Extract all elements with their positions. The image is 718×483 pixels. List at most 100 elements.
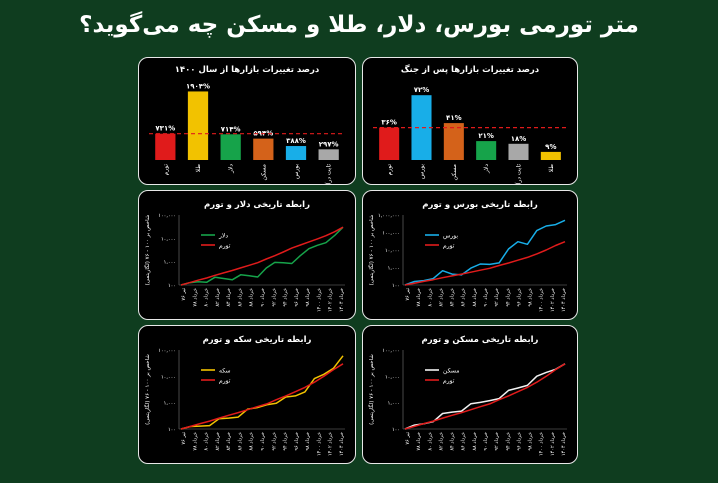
x-tick-label: خرداد ۱۴۰۲ [328, 288, 334, 312]
chart-panel-bars-after-war: درصد تغییرات بازارها پس از جنگ ۳۶% تورم ۷۲%… [362, 57, 578, 185]
category-tick-label: بورس [419, 164, 426, 179]
x-tick-label: خرداد ۸۴ [450, 288, 456, 307]
series-line [180, 355, 344, 430]
legend-label: دلار [218, 233, 228, 240]
bar-value-label: ۷۱۴% [221, 125, 241, 133]
legend-label: تورم [443, 243, 455, 250]
category-tick-label: مسکن [451, 164, 458, 180]
x-tick-label: خرداد ۹۶ [516, 288, 522, 307]
bar-chart-svg: درصد تغییرات بازارها پس از جنگ ۳۶% تورم ۷۲%… [373, 64, 567, 184]
bar-value-label: ۱۹۰۴% [186, 82, 210, 90]
bar [253, 138, 274, 160]
category-tick-label: تورم [386, 164, 393, 176]
y-axis-label: شاخص بر ۱۰۰ - ۷۶ (لگاریتمی) [368, 214, 375, 285]
series-line [180, 226, 344, 286]
x-tick-label: خرداد ۹۰ [483, 432, 489, 451]
legend-label: تورم [219, 378, 231, 385]
bar [155, 133, 176, 160]
legend-label: تورم [219, 243, 231, 250]
x-tick-label: خرداد ۱۴۰۴ [339, 288, 345, 312]
x-tick-label: تیر ۷۶ [181, 431, 187, 444]
series-line [404, 363, 566, 430]
x-tick-label: خرداد ۹۸ [305, 432, 311, 451]
y-tick-label: ۱۰۰ [392, 283, 400, 289]
x-tick-label: خرداد ۹۰ [260, 288, 266, 307]
x-tick-label: خرداد ۹۴ [505, 432, 511, 451]
y-tick-label: ۱۰۰,۰۰۰ [158, 348, 176, 354]
x-tick-label: خرداد ۱۴۰۰ [539, 288, 545, 312]
x-tick-label: خرداد ۸۲ [438, 432, 444, 451]
legend-label: سکه [219, 368, 231, 375]
x-tick-label: خرداد ۸۲ [438, 288, 444, 307]
category-tick-label: دلار [228, 164, 235, 174]
y-tick-label: ۱۰,۰۰۰ [161, 236, 176, 242]
x-tick-label: خرداد ۸۶ [461, 432, 467, 451]
x-tick-label: خرداد ۹۶ [516, 432, 522, 451]
page-title: متر تورمی بورس، دلار، طلا و مسکن چه می‌گ… [79, 12, 639, 38]
x-tick-label: خرداد ۹۰ [483, 288, 489, 307]
category-tick-label: ثابت درآمد [324, 164, 333, 184]
y-tick-label: ۱,۰۰۰,۰۰۰ [378, 213, 400, 219]
y-axis-label: شاخص بر ۱۰۰ - ۷۶ (لگاریتمی) [144, 214, 151, 285]
x-tick-label: تیر ۷۶ [405, 287, 411, 300]
y-tick-label: ۱۰۰,۰۰۰ [158, 213, 176, 219]
category-tick-label: دلار [483, 164, 490, 174]
x-tick-label: خرداد ۸۰ [204, 288, 210, 307]
x-tick-label: خرداد ۹۸ [528, 432, 534, 451]
x-tick-label: خرداد ۸۰ [427, 432, 433, 451]
series-line [404, 363, 566, 430]
x-tick-label: تیر ۷۶ [181, 287, 187, 300]
y-tick-label: ۱۰۰,۰۰۰ [382, 348, 400, 354]
chart-title: درصد تغییرات بازارها پس از جنگ [401, 64, 540, 75]
x-tick-label: خرداد ۹۴ [505, 288, 511, 307]
bar [220, 134, 241, 160]
category-tick-label: تورم [162, 164, 169, 176]
y-tick-label: ۱,۰۰۰ [164, 260, 176, 266]
chart-title: درصد تغییرات بازارها از سال ۱۴۰۰ [175, 65, 320, 75]
x-tick-label: خرداد ۹۸ [528, 288, 534, 307]
line-chart-svg: رابطه تاریخی مسکن و تورم شاخص بر ۱۰۰ - ۷۶… [368, 335, 567, 456]
y-tick-label: ۱۰,۰۰۰ [385, 248, 400, 254]
chart-panel-dollar-inflation: رابطه تاریخی دلار و تورم شاخص بر ۱۰۰ - ۷۶… [138, 190, 356, 320]
chart-panel-bars-since-1400: درصد تغییرات بازارها از سال ۱۴۰۰ ۷۳۱% تورم… [138, 57, 356, 185]
bar [476, 141, 497, 160]
x-tick-label: خرداد ۸۲ [215, 432, 221, 451]
x-tick-label: خرداد ۸۴ [450, 432, 456, 451]
bar-value-label: ۳۶% [381, 119, 397, 127]
chart-title: رابطه تاریخی بورس و تورم [422, 200, 538, 210]
chart-panel-bourse-inflation: رابطه تاریخی بورس و تورم شاخص بر ۱۰۰ - ۷۶… [362, 190, 578, 320]
x-tick-label: خرداد ۱۴۰۴ [561, 288, 567, 312]
series-line [404, 241, 566, 286]
y-tick-label: ۱۰۰ [392, 427, 400, 433]
bar [443, 123, 464, 160]
bar [411, 95, 432, 160]
x-tick-label: خرداد ۱۴۰۴ [339, 432, 345, 456]
x-tick-label: خرداد ۹۴ [283, 432, 289, 451]
y-tick-label: ۱,۰۰۰ [164, 401, 176, 407]
x-tick-label: خرداد ۸۴ [226, 432, 232, 451]
bar-value-label: ۲۱% [478, 132, 494, 140]
x-tick-label: خرداد ۹۲ [494, 432, 500, 451]
y-axis-label: شاخص بر ۱۰۰ - ۷۶ (لگاریتمی) [368, 354, 375, 425]
category-tick-label: طلا [548, 164, 555, 173]
category-tick-label: بورس [293, 164, 300, 179]
bar [540, 151, 561, 160]
x-tick-label: خرداد ۹۶ [294, 288, 300, 307]
x-tick-label: خرداد ۸۶ [237, 432, 243, 451]
x-tick-label: خرداد ۹۸ [305, 288, 311, 307]
bar-value-label: ۷۲% [414, 86, 430, 94]
x-tick-label: خرداد ۸۰ [204, 432, 210, 451]
y-tick-label: ۱,۰۰۰ [388, 401, 400, 407]
category-tick-label: مسکن [260, 164, 267, 180]
chart-title: رابطه تاریخی مسکن و تورم [422, 335, 539, 345]
x-tick-label: خرداد ۷۸ [192, 288, 198, 307]
x-tick-label: خرداد ۹۰ [260, 432, 266, 451]
bar [318, 149, 339, 160]
bar-value-label: ۲۹۷% [319, 140, 339, 148]
y-tick-label: ۱۰۰ [168, 427, 176, 433]
bar [508, 143, 529, 160]
x-tick-label: خرداد ۸۸ [472, 288, 478, 307]
line-chart-svg: رابطه تاریخی سکه و تورم شاخص بر ۱۰۰ - ۷۶ … [144, 335, 345, 456]
x-tick-label: خرداد ۸۶ [461, 288, 467, 307]
y-tick-label: ۱۰۰,۰۰۰ [382, 231, 400, 237]
